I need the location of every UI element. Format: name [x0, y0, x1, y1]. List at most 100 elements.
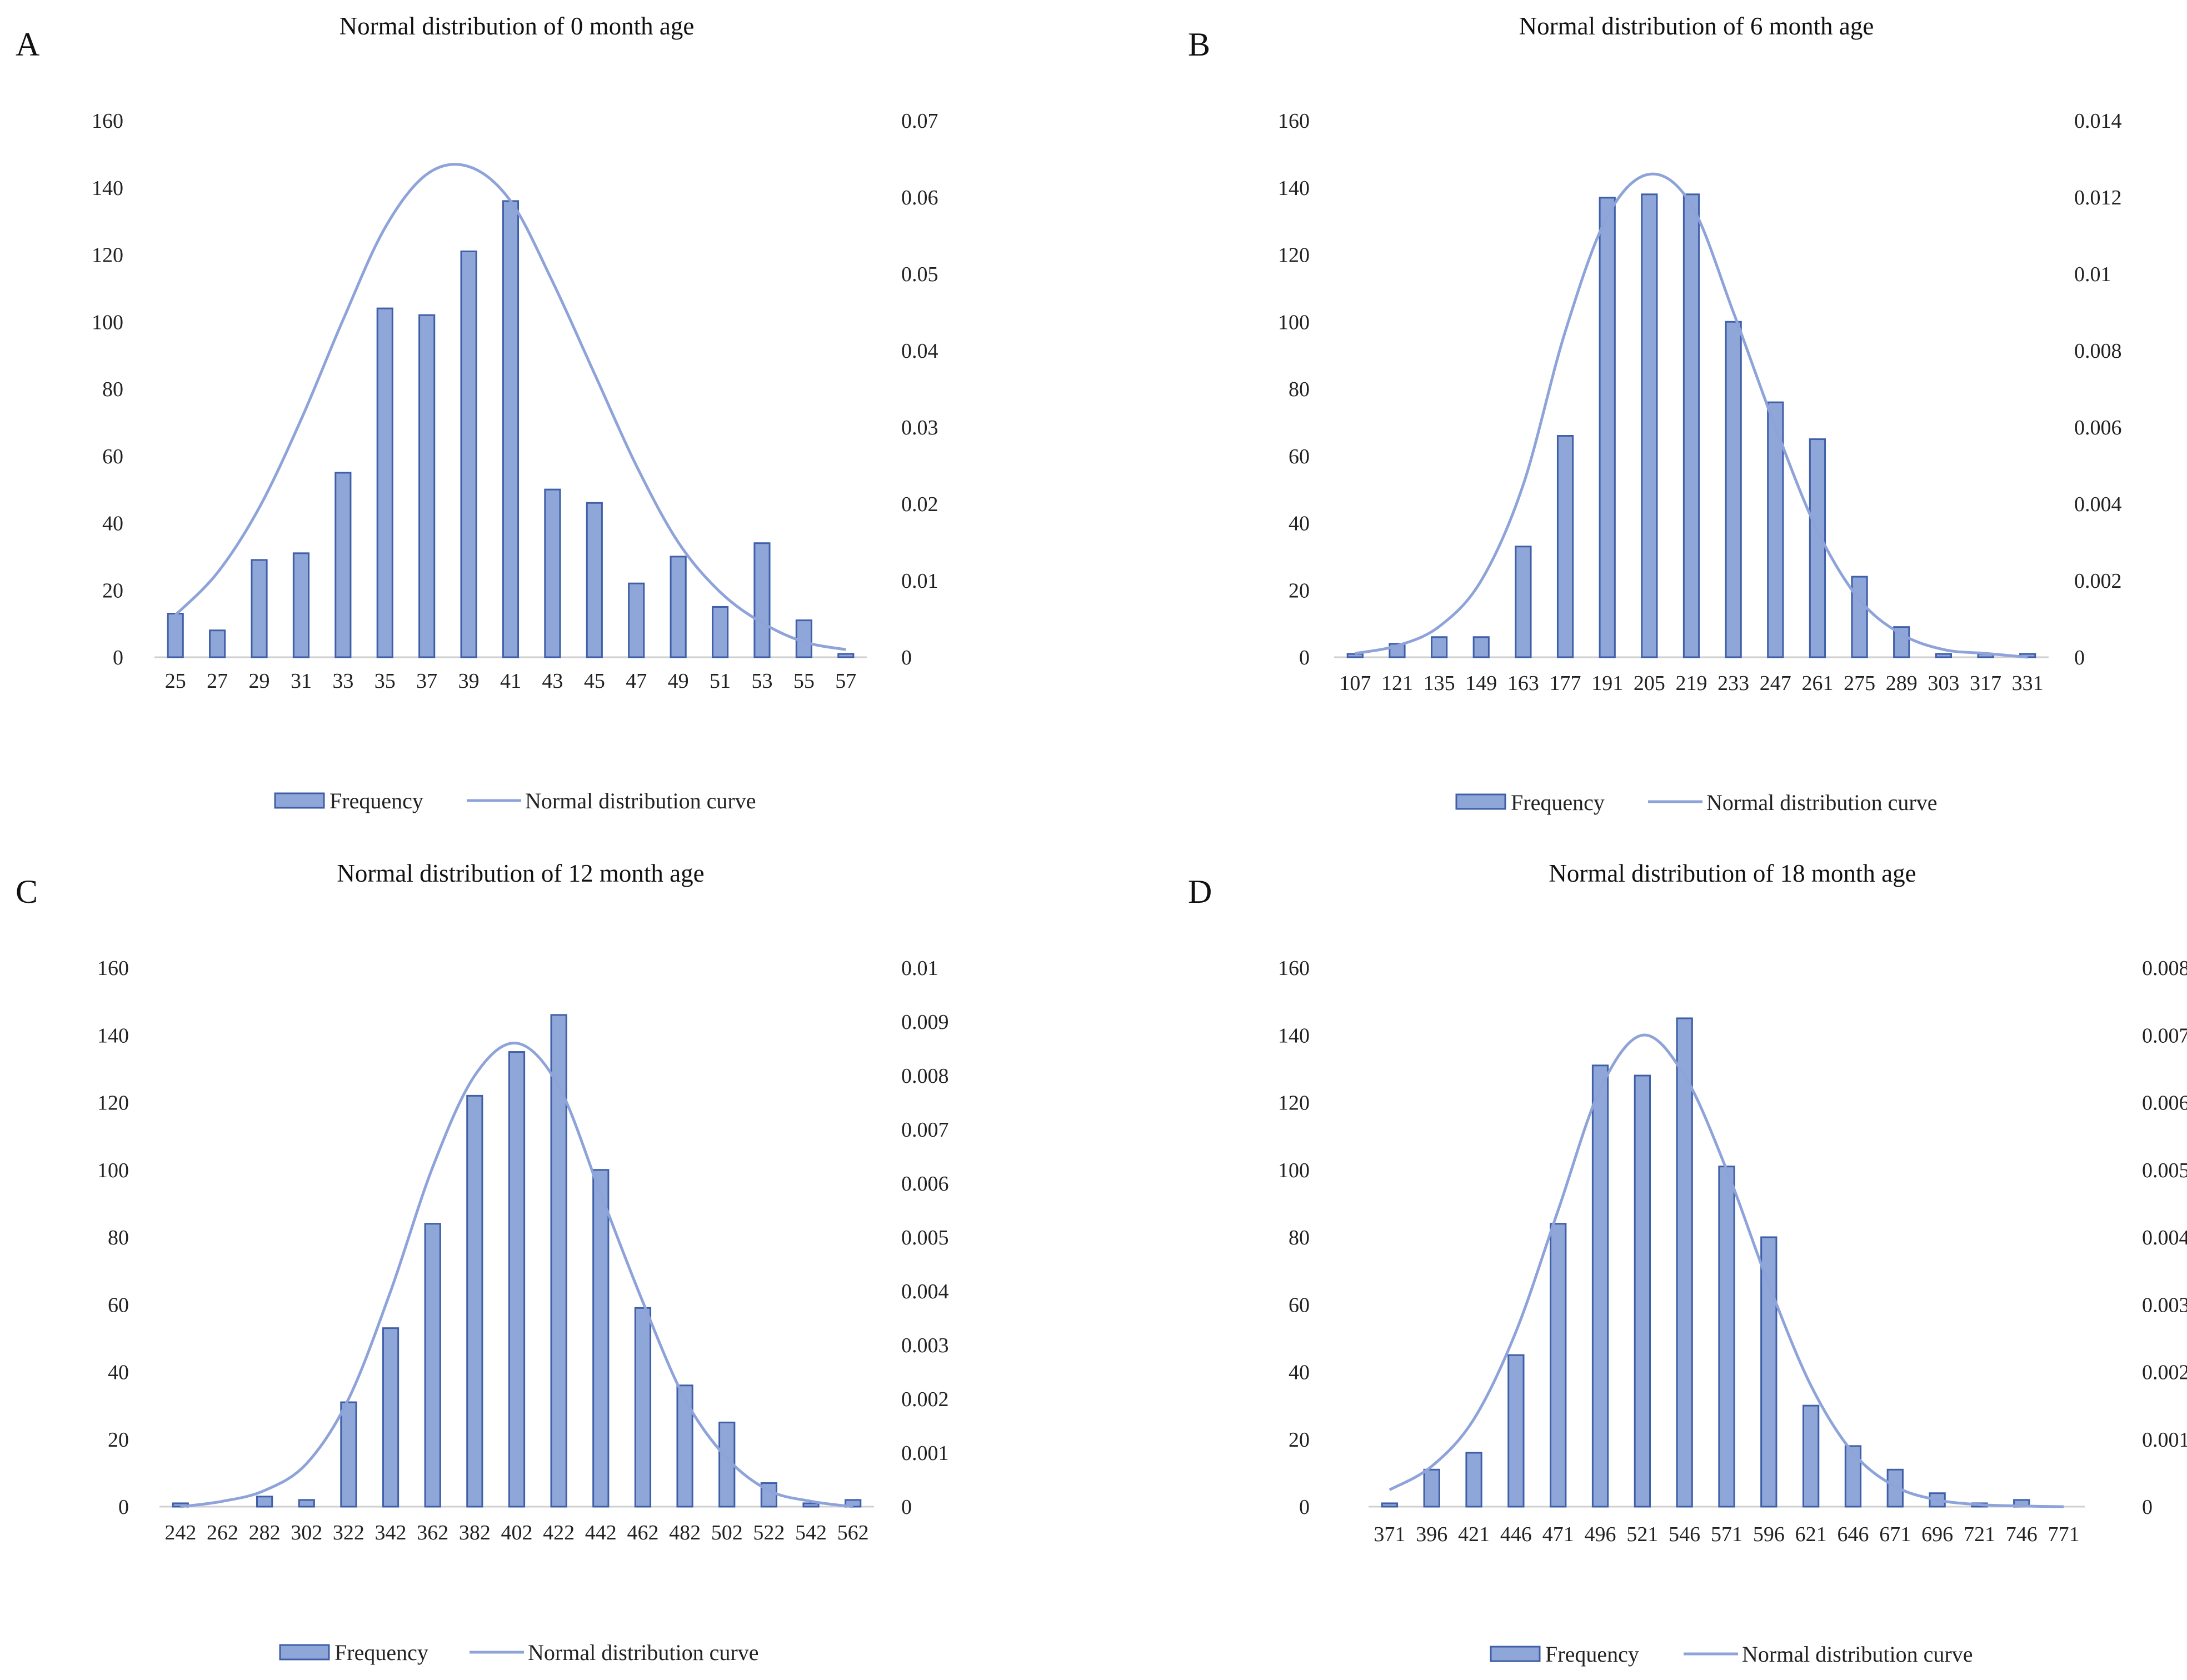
y-left-tick-label-a: 0 [113, 646, 123, 669]
y-right-tick-label-d: 0.005 [2142, 1159, 2187, 1182]
legend-label-curve-b: Normal distribution curve [1706, 790, 1937, 815]
bar-c-342 [382, 1327, 400, 1508]
legend-c: Frequency Normal distribution curve [279, 1640, 758, 1665]
x-tick-label-b: 177 [1550, 672, 1581, 695]
y-right-tick-label-b: 0.008 [2074, 339, 2122, 363]
y-right-tick-label-c: 0.002 [901, 1388, 949, 1411]
x-tick-label-c: 242 [164, 1521, 196, 1544]
x-tick-label-d: 621 [1795, 1523, 1827, 1546]
legend-label-curve-d: Normal distribution curve [1742, 1642, 1973, 1667]
y-right-tick-label-d: 0 [2142, 1496, 2153, 1519]
y-left-tick-label-a: 120 [92, 244, 123, 267]
x-tick-label-c: 382 [459, 1521, 491, 1544]
bar-b-107 [1346, 653, 1364, 658]
panel-label-c: C [16, 873, 38, 910]
bar-a-29 [251, 559, 268, 658]
x-tick-label-a: 41 [500, 669, 521, 693]
x-tick-label-c: 522 [753, 1521, 785, 1544]
y-left-tick-label-b: 80 [1289, 378, 1310, 401]
x-tick-label-d: 496 [1585, 1523, 1616, 1546]
bar-d-371 [1381, 1502, 1399, 1508]
y-left-tick-label-c: 100 [97, 1159, 129, 1182]
bar-d-596 [1760, 1236, 1777, 1508]
bar-d-646 [1844, 1445, 1862, 1508]
panel-c: C Normal distribution of 12 month age 0 2… [16, 859, 949, 1665]
x-tick-label-c: 282 [249, 1521, 281, 1544]
x-tick-label-c: 302 [291, 1521, 322, 1544]
x-tick-label-a: 39 [458, 669, 480, 693]
x-tick-label-b: 261 [1801, 672, 1833, 695]
bar-b-191 [1599, 197, 1616, 658]
bar-d-396 [1423, 1468, 1440, 1508]
y-right-tick-label-d: 0.001 [2142, 1428, 2187, 1452]
x-tick-label-d: 671 [1879, 1523, 1911, 1546]
x-tick-label-b: 247 [1760, 672, 1791, 695]
legend-swatch-frequency-b [1455, 793, 1506, 810]
legend-swatch-frequency-c [279, 1644, 330, 1661]
y-right-tick-label-b: 0.006 [2074, 416, 2122, 439]
y-left-tick-label-a: 100 [92, 311, 123, 334]
chart-title-b: Normal distribution of 6 month age [1519, 12, 1874, 40]
bar-a-49 [670, 556, 687, 658]
legend-label-curve-a: Normal distribution curve [525, 788, 756, 813]
legend-label-frequency-c: Frequency [334, 1640, 428, 1665]
y-left-tick-label-d: 100 [1278, 1159, 1310, 1182]
y-right-tick-label-b: 0.01 [2074, 263, 2111, 286]
normal-curve-c [180, 1042, 853, 1508]
normal-curve-d [1389, 1033, 2064, 1508]
y-left-tick-label-d: 80 [1289, 1226, 1310, 1249]
bar-d-496 [1591, 1064, 1609, 1508]
x-tick-label-b: 233 [1717, 672, 1749, 695]
x-tick-label-a: 45 [584, 669, 605, 693]
x-tick-label-c: 462 [627, 1521, 658, 1544]
bar-b-289 [1893, 626, 1910, 658]
y-right-tick-label-a: 0.07 [901, 109, 938, 133]
x-tick-label-c: 482 [669, 1521, 701, 1544]
y-right-tick-label-a: 0.05 [901, 263, 938, 286]
y-left-tick-label-d: 160 [1278, 957, 1310, 980]
plot-area-a: 0 20 40 60 80 100 120 140 160 0 0.01 0.02 0.03 0.04 0.… [92, 109, 938, 693]
bar-d-621 [1802, 1404, 1820, 1508]
bar-a-31 [292, 552, 310, 658]
x-tick-label-a: 35 [375, 669, 396, 693]
bar-a-39 [460, 250, 477, 658]
y-left-tick-label-b: 100 [1278, 311, 1310, 334]
x-tick-label-a: 29 [249, 669, 270, 693]
bar-a-45 [586, 502, 603, 658]
bar-a-35 [376, 307, 393, 658]
x-tick-label-a: 37 [416, 669, 437, 693]
x-tick-label-b: 121 [1381, 672, 1413, 695]
y-left-tick-label-b: 20 [1289, 579, 1310, 602]
y-right-tick-label-b: 0 [2074, 646, 2085, 669]
legend-b: Frequency Normal distribution curve [1455, 790, 1937, 815]
x-tick-label-a: 49 [668, 669, 689, 693]
x-tick-label-c: 502 [711, 1521, 743, 1544]
x-tick-label-c: 342 [375, 1521, 407, 1544]
bar-b-149 [1472, 636, 1490, 658]
x-tick-label-a: 31 [291, 669, 312, 693]
panel-label-d: D [1188, 873, 1212, 910]
x-tick-label-d: 446 [1500, 1523, 1532, 1546]
x-tick-label-b: 191 [1591, 672, 1623, 695]
y-right-tick-label-d: 0.008 [2142, 957, 2187, 980]
y-left-tick-label-b: 160 [1278, 109, 1310, 133]
panel-a: A Normal distribution of 0 month age 0 20… [16, 12, 938, 813]
bar-c-402 [508, 1051, 526, 1508]
y-left-tick-label-d: 20 [1289, 1428, 1310, 1452]
x-tick-label-c: 442 [585, 1521, 617, 1544]
x-tick-label-d: 646 [1837, 1523, 1869, 1546]
bar-d-446 [1507, 1354, 1525, 1508]
y-right-tick-label-a: 0.06 [901, 186, 938, 209]
y-left-tick-label-c: 20 [108, 1428, 129, 1452]
y-left-tick-label-c: 60 [108, 1293, 129, 1317]
bar-c-542 [802, 1502, 820, 1508]
y-left-tick-label-c: 40 [108, 1361, 129, 1384]
x-tick-label-d: 771 [2048, 1523, 2080, 1546]
y-right-tick-label-c: 0.004 [901, 1280, 949, 1303]
y-left-tick-label-d: 0 [1299, 1496, 1310, 1519]
bar-b-177 [1556, 435, 1574, 658]
bar-c-362 [424, 1223, 441, 1508]
chart-title-a: Normal distribution of 0 month age [339, 12, 695, 40]
plot-area-b: 0 20 40 60 80 100 120 140 160 0 0.002 0.004 0.006 0.0… [1278, 109, 2122, 695]
